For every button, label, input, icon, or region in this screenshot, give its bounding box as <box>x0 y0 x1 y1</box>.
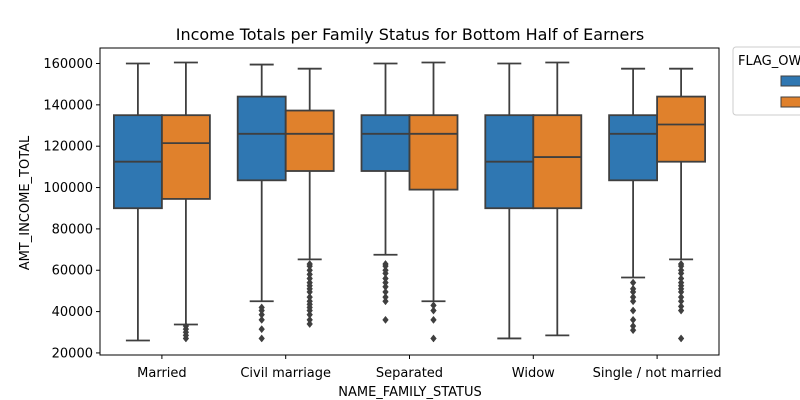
outlier-point <box>629 297 637 306</box>
box <box>608 114 658 182</box>
outlier-point <box>629 278 637 287</box>
outlier-point <box>382 260 389 269</box>
outlier-point <box>382 282 389 291</box>
box-series <box>113 61 706 343</box>
outlier-point <box>306 310 313 319</box>
outlier-point <box>677 293 685 302</box>
outlier-point <box>430 334 437 343</box>
y-axis-ticks: 20000 40000 60000 80000 100000 120000 140000 16… <box>43 57 100 361</box>
y-tick-label: 80000 <box>52 222 93 237</box>
outlier-point <box>182 322 190 331</box>
outlier-point <box>430 301 437 310</box>
box <box>656 95 706 163</box>
outlier-point <box>306 297 313 306</box>
chart-title: Income Totals per Family Status for Bott… <box>176 25 645 44</box>
outlier-point <box>629 322 637 331</box>
legend-swatch-0 <box>780 75 800 87</box>
y-tick-label: 160000 <box>43 57 93 72</box>
outlier-point <box>382 278 389 287</box>
outlier-point <box>382 297 389 306</box>
outlier-point <box>677 302 685 311</box>
y-tick-label: 40000 <box>52 305 93 320</box>
y-axis-label: AMT_INCOME_TOTAL <box>18 135 33 270</box>
outlier-point <box>677 278 685 287</box>
outlier-point <box>677 306 685 315</box>
box <box>532 114 583 210</box>
y-tick-label: 140000 <box>43 98 93 113</box>
legend: FLAG_OW <box>732 46 800 116</box>
outlier-point <box>677 274 685 283</box>
box <box>284 109 335 172</box>
outlier-point <box>306 274 313 283</box>
outlier-point <box>382 266 389 275</box>
x-tick-label: Married <box>137 366 187 381</box>
y-tick-label: 120000 <box>43 140 93 155</box>
x-tick-label: Widow <box>512 366 555 381</box>
outlier-point <box>258 310 265 319</box>
x-tick-label: Civil marriage <box>240 366 331 381</box>
outlier-point <box>677 334 685 343</box>
legend-title: FLAG_OW <box>738 54 800 69</box>
outlier-point <box>629 306 637 315</box>
y-tick-label: 20000 <box>52 346 93 361</box>
legend-swatch-1 <box>780 96 800 108</box>
outlier-point <box>382 274 389 283</box>
outlier-point <box>430 306 437 315</box>
outlier-point <box>258 315 265 324</box>
box <box>408 114 459 191</box>
x-axis-ticks: Married Civil marriage Separated Widow Singl… <box>137 355 722 381</box>
outlier-point <box>306 293 313 302</box>
outlier-point <box>677 260 685 269</box>
x-axis-label: NAME_FAMILY_STATUS <box>338 385 482 400</box>
box <box>236 95 287 182</box>
x-tick-label: Separated <box>376 366 443 381</box>
outlier-point <box>306 266 313 275</box>
outlier-point <box>382 315 389 324</box>
box <box>160 114 211 200</box>
outlier-point <box>258 303 265 312</box>
outlier-point <box>629 293 637 302</box>
outlier-point <box>677 266 685 275</box>
axes <box>99 47 720 356</box>
x-tick-label: Single / not married <box>593 366 722 381</box>
outlier-point <box>382 287 389 296</box>
outlier-point <box>629 326 637 335</box>
outlier-point <box>306 315 313 324</box>
outlier-point <box>677 297 685 306</box>
outlier-point <box>306 319 313 328</box>
outlier-point <box>258 325 265 334</box>
box <box>360 114 411 172</box>
outlier-point <box>629 315 637 324</box>
outlier-point <box>258 334 265 343</box>
outlier-point <box>306 260 313 269</box>
outlier-point <box>382 293 389 302</box>
outlier-point <box>629 284 637 293</box>
outlier-point <box>430 315 437 324</box>
outlier-point <box>306 270 313 279</box>
y-tick-label: 100000 <box>43 181 93 196</box>
y-tick-label: 60000 <box>52 264 93 279</box>
plot-frame <box>99 47 720 356</box>
outlier-point <box>306 278 313 287</box>
